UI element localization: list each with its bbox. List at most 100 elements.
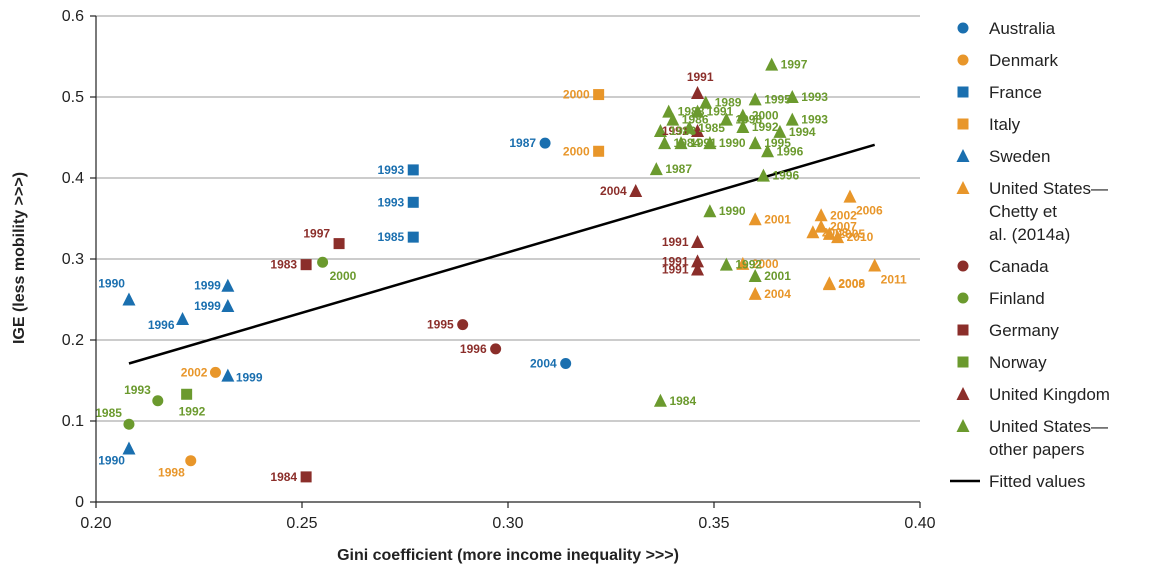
point-label: 1990 <box>98 454 125 468</box>
legend: Australia Denmark France Italy Sweden United … <box>950 19 1110 491</box>
united-states-other-papers-point <box>748 269 762 283</box>
point-label: 1991 <box>662 235 689 249</box>
finland-point <box>317 256 329 268</box>
united-kingdom-point <box>691 254 705 268</box>
point-label: 2000 <box>563 88 590 102</box>
legend-marker-italy <box>957 118 969 130</box>
point-label: 1984 <box>669 394 696 408</box>
united-states-other-papers-point <box>662 104 676 118</box>
united-states-other-papers-point <box>736 108 750 122</box>
united-states-other-papers-point <box>703 136 717 150</box>
point-label: 2006 <box>856 204 883 218</box>
united-states-other-papers-point <box>761 144 775 158</box>
denmark-point <box>209 366 221 378</box>
point-label: 2000 <box>752 109 779 123</box>
point-label: 1999 <box>236 371 263 385</box>
united-states-other-papers-point <box>748 92 762 106</box>
legend-label: Finland <box>989 289 1045 308</box>
united-states-chetty-et-al-2014a-point <box>748 286 762 300</box>
united-states-other-papers-point <box>649 162 663 176</box>
united-states-chetty-et-al-2014a-point <box>822 277 836 291</box>
united-states-chetty-et-al-2014a-point <box>831 230 845 244</box>
united-states-other-papers-point <box>653 124 667 138</box>
legend-marker-france <box>957 86 969 98</box>
united-kingdom-point <box>691 262 705 276</box>
point-label: 1993 <box>378 195 405 209</box>
point-label: 1998 <box>735 113 762 127</box>
legend-label: Canada <box>989 257 1049 276</box>
y-tick-label: 0.6 <box>62 8 84 25</box>
point-label: 1999 <box>194 299 221 313</box>
point-label: 1991 <box>690 136 717 150</box>
point-label: 2009 <box>838 277 865 291</box>
point-label: 1991 <box>662 254 689 268</box>
point-label: 1990 <box>98 277 125 291</box>
sweden-point <box>122 292 136 306</box>
legend-marker-finland <box>957 292 969 304</box>
germany-point <box>300 259 312 271</box>
point-label: 1992 <box>735 258 762 272</box>
united-states-other-papers-point <box>785 90 799 103</box>
legend-marker-germany <box>957 324 969 336</box>
sweden-point <box>176 311 190 325</box>
legend-label: France <box>989 83 1042 102</box>
united-states-other-papers-point <box>666 112 680 126</box>
france-point <box>407 231 419 243</box>
germany-point <box>300 471 312 483</box>
point-label: 1996 <box>148 318 175 332</box>
point-label: 1991 <box>662 263 689 277</box>
point-label: 1984 <box>674 136 701 150</box>
y-tick-label: 0.3 <box>62 251 84 268</box>
point-label: 1985 <box>698 121 725 135</box>
point-label: 1991 <box>707 105 734 119</box>
point-label: 1995 <box>764 136 791 150</box>
point-label: 1983 <box>669 124 696 138</box>
x-tick-label: 0.35 <box>698 515 729 532</box>
point-label: 2005 <box>838 227 865 241</box>
point-label: 1997 <box>303 227 330 241</box>
point-label: 1993 <box>124 383 151 397</box>
france-point <box>407 196 419 208</box>
point-label: 2000 <box>563 144 590 158</box>
france-point <box>407 164 419 176</box>
united-states-other-papers-point <box>658 136 672 150</box>
united-states-other-papers-point <box>719 257 733 271</box>
y-tick-label: 0.5 <box>62 89 84 106</box>
x-axis-title: Gini coefficient (more income inequality… <box>337 547 679 564</box>
point-label: 1990 <box>719 204 746 218</box>
norway-point <box>181 388 193 400</box>
united-states-other-papers-point <box>699 95 713 109</box>
united-states-other-papers-point <box>773 124 787 138</box>
denmark-point <box>185 455 197 467</box>
legend-label: Norway <box>989 353 1047 372</box>
legend-label: Sweden <box>989 147 1050 166</box>
point-label: 1986 <box>682 113 709 127</box>
united-states-other-papers-point <box>756 168 770 182</box>
united-states-chetty-et-al-2014a-point <box>814 208 828 222</box>
point-label: 1985 <box>95 406 122 420</box>
canada-point <box>457 319 469 331</box>
point-label: 2007 <box>830 220 857 234</box>
fitted-values-line <box>128 143 876 365</box>
united-states-other-papers-point <box>653 393 667 407</box>
canada-point <box>490 343 502 355</box>
united-states-chetty-et-al-2014a-point <box>806 225 820 239</box>
point-label: 1985 <box>378 230 405 244</box>
legend-marker-united-states-chetty-et-al-2014a <box>956 181 970 194</box>
point-label: 1983 <box>270 258 297 272</box>
united-states-other-papers-point <box>748 136 762 150</box>
legend-label: Chetty et <box>989 202 1057 221</box>
legend-label: Australia <box>989 19 1056 38</box>
united-states-chetty-et-al-2014a-point <box>868 258 882 272</box>
point-label: 2010 <box>847 230 874 244</box>
legend-label: Italy <box>989 115 1021 134</box>
point-label: 2011 <box>881 272 907 286</box>
point-label: 2002 <box>830 208 857 222</box>
finland-point <box>123 418 135 430</box>
point-label: 2002 <box>181 365 208 379</box>
point-label: 1992 <box>179 404 206 418</box>
united-states-other-papers-point <box>691 104 705 118</box>
united-kingdom-point <box>691 85 705 99</box>
sweden-point <box>221 368 235 382</box>
x-tick-label: 0.30 <box>492 515 523 532</box>
